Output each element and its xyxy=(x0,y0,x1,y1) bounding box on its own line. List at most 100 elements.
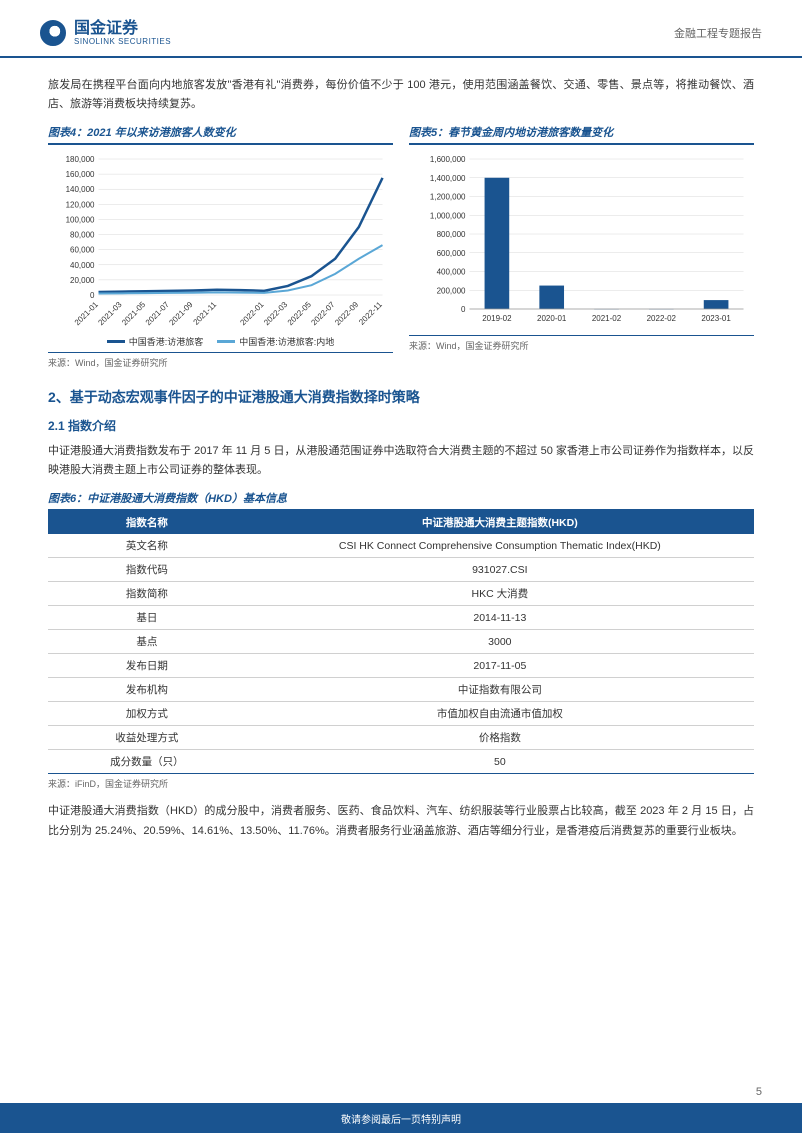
table-cell-value: 931027.CSI xyxy=(246,558,754,582)
svg-text:2022-09: 2022-09 xyxy=(333,299,361,327)
svg-text:800,000: 800,000 xyxy=(437,230,466,239)
content-area: 旅发局在携程平台面向内地旅客发放"香港有礼"消费券，每份价值不少于 100 港元… xyxy=(0,58,802,840)
chart5-source: 来源：Wind，国金证券研究所 xyxy=(409,335,754,352)
svg-text:2021-01: 2021-01 xyxy=(73,299,101,327)
table-row: 发布日期2017-11-05 xyxy=(48,654,754,678)
section2-heading: 2、基于动态宏观事件因子的中证港股通大消费指数择时策略 xyxy=(48,387,754,407)
table-row: 基点3000 xyxy=(48,630,754,654)
table-cell-value: 2017-11-05 xyxy=(246,654,754,678)
footer-disclaimer: 敬请参阅最后一页特别声明 xyxy=(341,1111,461,1126)
table-row: 基日2014-11-13 xyxy=(48,606,754,630)
svg-text:140,000: 140,000 xyxy=(66,185,95,194)
chart4-svg: 0 20,000 40,000 60,000 80,000 100,000 120,000 1… xyxy=(48,151,393,331)
svg-text:80,000: 80,000 xyxy=(70,230,95,239)
doc-type: 金融工程专题报告 xyxy=(674,25,762,41)
svg-text:2020-01: 2020-01 xyxy=(537,314,567,323)
logo-cn-text: 国金证券 xyxy=(74,20,171,38)
svg-text:2022-05: 2022-05 xyxy=(286,299,314,327)
chart5-panel: 图表5：春节黄金周内地访港旅客数量变化 0 200,000 400,000 600,0… xyxy=(409,124,754,369)
table-cell-value: 2014-11-13 xyxy=(246,606,754,630)
table-cell-value: CSI HK Connect Comprehensive Consumption… xyxy=(246,534,754,558)
table6: 指数名称 中证港股通大消费主题指数(HKD) 英文名称CSI HK Connec… xyxy=(48,511,754,774)
page-number: 5 xyxy=(756,1086,762,1098)
chart4-panel: 图表4：2021 年以来访港旅客人数变化 0 20,000 40,000 60,000… xyxy=(48,124,393,369)
svg-text:20,000: 20,000 xyxy=(70,276,95,285)
table6-header-left: 指数名称 xyxy=(48,511,246,534)
table6-source: 来源：iFinD，国金证券研究所 xyxy=(48,777,754,790)
svg-text:2022-01: 2022-01 xyxy=(238,299,266,327)
table-cell-label: 加权方式 xyxy=(48,702,246,726)
para22: 中证港股通大消费指数（HKD）的成分股中，消费者服务、医药、食品饮料、汽车、纺织… xyxy=(48,802,754,841)
svg-text:600,000: 600,000 xyxy=(437,249,466,258)
table-row: 加权方式市值加权自由流通市值加权 xyxy=(48,702,754,726)
svg-text:180,000: 180,000 xyxy=(66,155,95,164)
chart4-source: 来源：Wind，国金证券研究所 xyxy=(48,352,393,369)
svg-text:2022-03: 2022-03 xyxy=(262,299,290,327)
table-cell-value: 市值加权自由流通市值加权 xyxy=(246,702,754,726)
table-cell-label: 发布机构 xyxy=(48,678,246,702)
table-cell-value: 中证指数有限公司 xyxy=(246,678,754,702)
table-cell-label: 指数代码 xyxy=(48,558,246,582)
svg-text:2023-01: 2023-01 xyxy=(701,314,731,323)
table6-title: 图表6：中证港股通大消费指数（HKD）基本信息 xyxy=(48,490,754,511)
table-row: 指数简称HKC 大消费 xyxy=(48,582,754,606)
svg-text:60,000: 60,000 xyxy=(70,245,95,254)
legend-item: 中国香港:访港旅客:内地 xyxy=(217,335,334,348)
table-cell-label: 发布日期 xyxy=(48,654,246,678)
svg-text:2021-11: 2021-11 xyxy=(192,299,219,326)
table-cell-label: 指数简称 xyxy=(48,582,246,606)
section21-heading: 2.1 指数介绍 xyxy=(48,417,754,434)
para21: 中证港股通大消费指数发布于 2017 年 11 月 5 日，从港股通范围证券中选… xyxy=(48,442,754,481)
table-cell-value: 50 xyxy=(246,750,754,774)
chart4-title: 图表4：2021 年以来访港旅客人数变化 xyxy=(48,124,393,145)
svg-text:0: 0 xyxy=(90,291,95,300)
table6-header-right: 中证港股通大消费主题指数(HKD) xyxy=(246,511,754,534)
table-cell-label: 基日 xyxy=(48,606,246,630)
footer-bar: 敬请参阅最后一页特别声明 xyxy=(0,1103,802,1133)
table-cell-value: 3000 xyxy=(246,630,754,654)
intro-paragraph: 旅发局在携程平台面向内地旅客发放"香港有礼"消费券，每份价值不少于 100 港元… xyxy=(48,76,754,113)
table-row: 英文名称CSI HK Connect Comprehensive Consump… xyxy=(48,534,754,558)
svg-text:40,000: 40,000 xyxy=(70,261,95,270)
page-header: 国金证券 SINOLINK SECURITIES 金融工程专题报告 xyxy=(0,0,802,58)
logo-en-text: SINOLINK SECURITIES xyxy=(74,38,171,47)
svg-text:2022-07: 2022-07 xyxy=(309,299,337,327)
svg-text:1,000,000: 1,000,000 xyxy=(430,211,466,220)
svg-text:1,200,000: 1,200,000 xyxy=(430,192,466,201)
chart4-legend: 中国香港:访港旅客中国香港:访港旅客:内地 xyxy=(48,335,393,348)
svg-text:120,000: 120,000 xyxy=(66,200,95,209)
table-row: 指数代码931027.CSI xyxy=(48,558,754,582)
svg-text:200,000: 200,000 xyxy=(437,286,466,295)
table-cell-label: 收益处理方式 xyxy=(48,726,246,750)
table-cell-value: 价格指数 xyxy=(246,726,754,750)
legend-item: 中国香港:访港旅客 xyxy=(107,335,204,348)
svg-text:2021-02: 2021-02 xyxy=(592,314,622,323)
table-cell-label: 基点 xyxy=(48,630,246,654)
table-row: 成分数量（只）50 xyxy=(48,750,754,774)
table-cell-value: HKC 大消费 xyxy=(246,582,754,606)
svg-text:2022-02: 2022-02 xyxy=(647,314,677,323)
chart4-canvas: 0 20,000 40,000 60,000 80,000 100,000 120,000 1… xyxy=(48,151,393,331)
svg-text:2021-09: 2021-09 xyxy=(167,299,195,327)
chart5-title: 图表5：春节黄金周内地访港旅客数量变化 xyxy=(409,124,754,145)
table-row: 发布机构中证指数有限公司 xyxy=(48,678,754,702)
svg-text:2021-05: 2021-05 xyxy=(120,299,148,327)
chart5-canvas: 0 200,000 400,000 600,000 800,000 1,000,000 1,… xyxy=(409,151,754,331)
chart5-svg: 0 200,000 400,000 600,000 800,000 1,000,000 1,… xyxy=(409,151,754,331)
logo: 国金证券 SINOLINK SECURITIES xyxy=(40,20,171,46)
table-cell-label: 成分数量（只） xyxy=(48,750,246,774)
table-cell-label: 英文名称 xyxy=(48,534,246,558)
svg-text:2021-03: 2021-03 xyxy=(96,299,124,327)
table-row: 收益处理方式价格指数 xyxy=(48,726,754,750)
svg-text:1,400,000: 1,400,000 xyxy=(430,174,466,183)
svg-text:1,600,000: 1,600,000 xyxy=(430,155,466,164)
svg-text:2022-11: 2022-11 xyxy=(357,299,384,326)
svg-text:2021-07: 2021-07 xyxy=(144,299,172,327)
logo-icon xyxy=(40,20,66,46)
svg-text:160,000: 160,000 xyxy=(66,170,95,179)
svg-text:2019-02: 2019-02 xyxy=(482,314,512,323)
svg-text:400,000: 400,000 xyxy=(437,267,466,276)
charts-row: 图表4：2021 年以来访港旅客人数变化 0 20,000 40,000 60,000… xyxy=(48,124,754,369)
svg-text:0: 0 xyxy=(461,305,466,314)
svg-text:100,000: 100,000 xyxy=(66,215,95,224)
